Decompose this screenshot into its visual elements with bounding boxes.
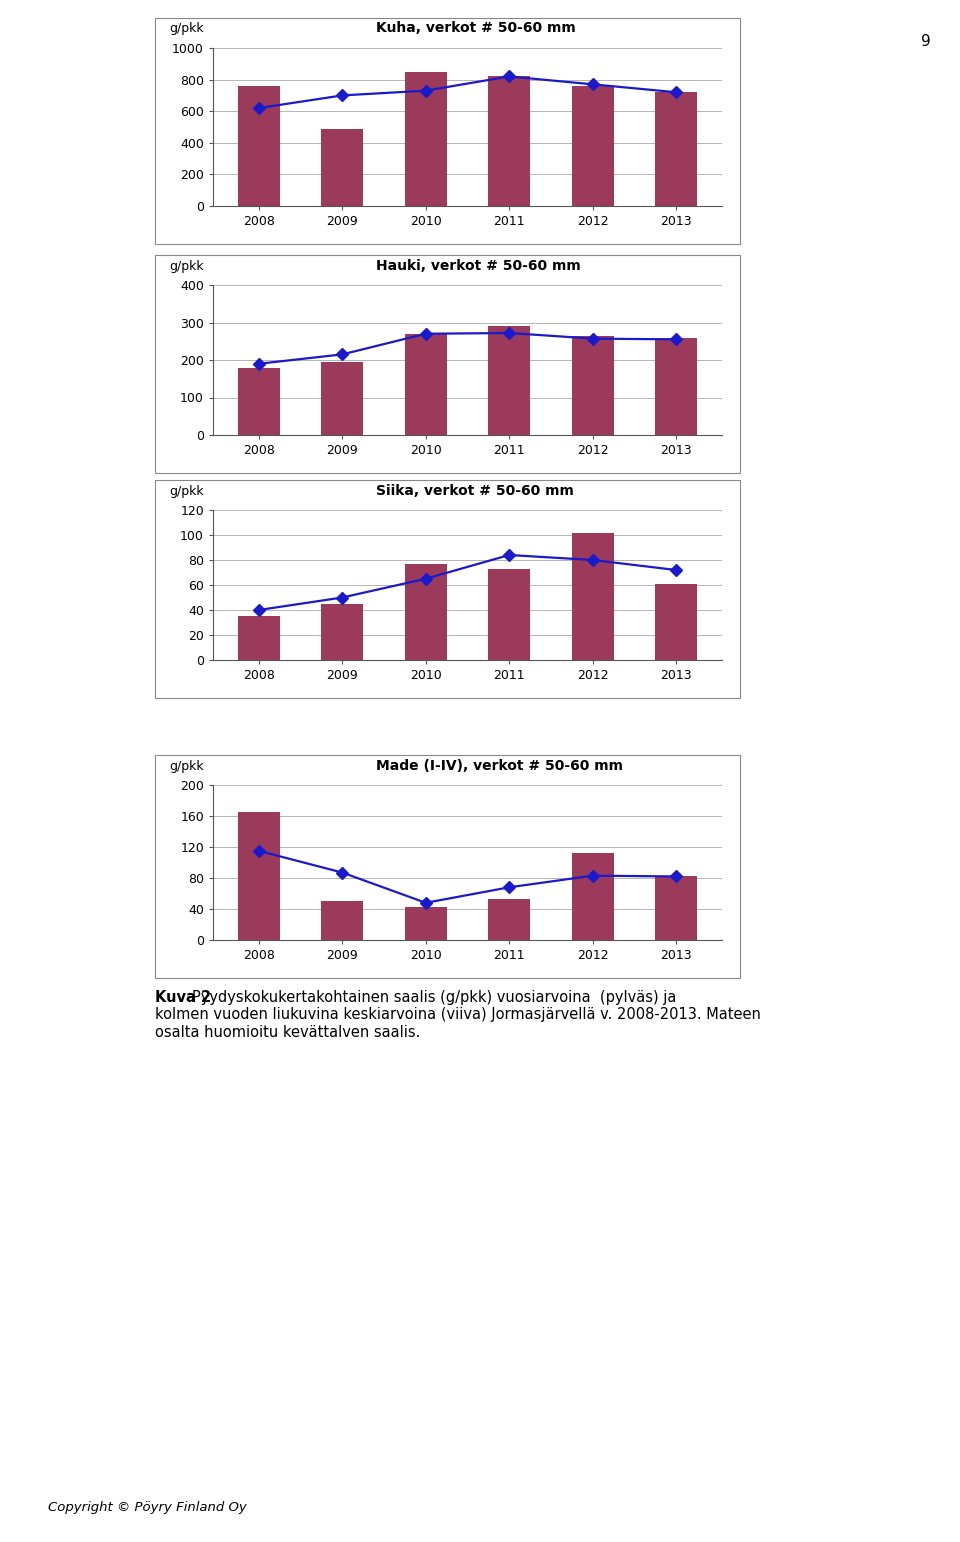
Text: Kuha, verkot # 50-60 mm: Kuha, verkot # 50-60 mm [376,22,576,35]
Bar [405,71,446,207]
Bar [405,907,446,941]
Bar [322,362,363,435]
Bar [572,532,613,660]
Text: Siika, verkot # 50-60 mm: Siika, verkot # 50-60 mm [376,484,574,498]
Bar [322,128,363,207]
Bar [572,853,613,941]
Bar [656,584,697,660]
Text: 9: 9 [922,34,931,49]
Bar [489,77,530,207]
Bar [238,617,279,660]
Bar [572,86,613,207]
Text: Kuva 2: Kuva 2 [155,990,211,1005]
Bar [238,86,279,207]
Text: Made (I-IV), verkot # 50-60 mm: Made (I-IV), verkot # 50-60 mm [376,759,623,773]
Text: Pyydyskokukertakohtainen saalis (g/pkk) vuosiarvoina  (pylväs) ja
kolmen vuoden : Pyydyskokukertakohtainen saalis (g/pkk) … [155,990,761,1039]
Text: g/pkk: g/pkk [170,261,204,273]
Text: g/pkk: g/pkk [170,760,204,773]
Bar [405,333,446,435]
Text: g/pkk: g/pkk [170,23,204,35]
Text: g/pkk: g/pkk [170,486,204,498]
Bar [489,899,530,941]
Bar [238,367,279,435]
Text: Copyright © Pöyry Finland Oy: Copyright © Pöyry Finland Oy [48,1502,247,1514]
Bar [656,876,697,941]
Bar [322,604,363,660]
Text: Hauki, verkot # 50-60 mm: Hauki, verkot # 50-60 mm [376,259,581,273]
Bar [656,338,697,435]
Bar [489,327,530,435]
Bar [572,336,613,435]
Bar [656,93,697,207]
Bar [238,813,279,941]
Bar [489,569,530,660]
Bar [322,901,363,941]
Bar [405,564,446,660]
